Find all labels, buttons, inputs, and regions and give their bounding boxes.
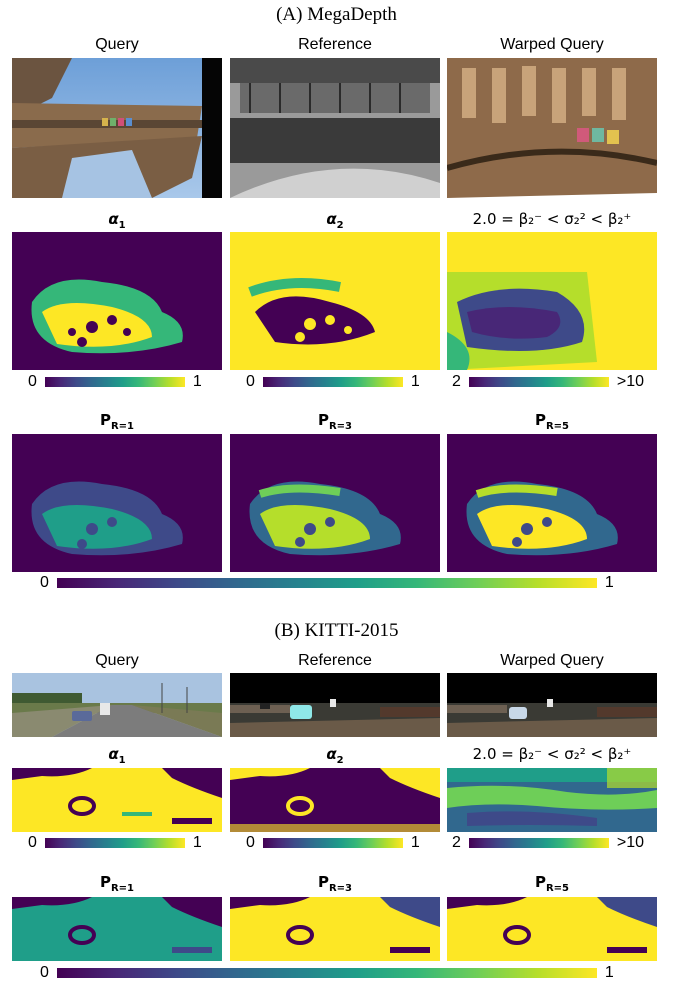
col-label-warped-query: Warped Query [500, 36, 604, 53]
colorbar-gradient [262, 377, 403, 387]
megadepth-p-r1-map [12, 434, 222, 572]
colorbar-max: 1 [410, 373, 420, 390]
label-sigma-range: 2.0 = β₂⁻ < σ₂² < β₂⁺ [472, 210, 632, 228]
colorbar-max: >10 [616, 834, 645, 851]
kitti-sigma-map [447, 768, 657, 832]
colorbar-sigma: 2 >10 [452, 373, 644, 391]
colorbar-min: 0 [28, 373, 37, 390]
colorbar-p-a: 0 1 [40, 574, 614, 592]
kitti-warped-query-photo [447, 673, 657, 737]
colorbar-alpha2: 0 1 [246, 373, 420, 391]
section-a-title: (A) MegaDepth [276, 4, 397, 25]
label-p-r5: PR=5 [534, 873, 570, 894]
colorbar-max: 1 [192, 373, 202, 390]
colorbar-alpha2: 0 1 [246, 834, 420, 852]
label-alpha-2: α2 [326, 210, 344, 231]
colorbar-gradient [56, 968, 597, 978]
label-alpha-2: α2 [326, 745, 344, 766]
colorbar-max: 1 [410, 834, 420, 851]
colorbar-min: 0 [246, 373, 255, 390]
colorbar-max: 1 [192, 834, 202, 851]
colorbar-gradient [468, 838, 609, 848]
kitti-query-photo [12, 673, 222, 737]
col-label-warped-query: Warped Query [500, 652, 604, 669]
megadepth-p-r3-map [230, 434, 440, 572]
col-label-query: Query [95, 652, 139, 669]
megadepth-reference-photo [230, 58, 440, 198]
kitti-alpha2-map [230, 768, 440, 832]
colorbar-p-b: 0 1 [40, 964, 614, 982]
colorbar-min: 2 [452, 834, 461, 851]
colorbar-gradient [468, 377, 609, 387]
label-p-r3: PR=3 [317, 411, 353, 432]
col-label-query: Query [95, 36, 139, 53]
colorbar-gradient [56, 578, 597, 588]
colorbar-gradient [262, 838, 403, 848]
colorbar-sigma: 2 >10 [452, 834, 644, 852]
label-p-r1: PR=1 [99, 873, 135, 894]
kitti-p-r3-map [230, 897, 440, 961]
label-alpha-1: α1 [108, 745, 126, 766]
megadepth-query-photo [12, 58, 222, 198]
megadepth-warped-query-photo [447, 58, 657, 198]
col-label-reference: Reference [298, 36, 372, 53]
colorbar-alpha1: 0 1 [28, 373, 202, 391]
colorbar-min: 0 [246, 834, 255, 851]
megadepth-sigma-map [447, 232, 657, 370]
colorbar-gradient [44, 838, 185, 848]
colorbar-alpha1: 0 1 [28, 834, 202, 852]
kitti-p-r1-map [12, 897, 222, 961]
colorbar-gradient [44, 377, 185, 387]
colorbar-max: 1 [604, 964, 614, 981]
colorbar-min: 0 [40, 964, 49, 981]
label-sigma-range: 2.0 = β₂⁻ < σ₂² < β₂⁺ [472, 745, 632, 763]
colorbar-min: 0 [28, 834, 37, 851]
label-p-r3: PR=3 [317, 873, 353, 894]
label-p-r1: PR=1 [99, 411, 135, 432]
megadepth-alpha1-map [12, 232, 222, 370]
colorbar-min: 0 [40, 574, 49, 591]
col-label-reference: Reference [298, 652, 372, 669]
kitti-alpha1-map [12, 768, 222, 832]
colorbar-max: >10 [616, 373, 645, 390]
colorbar-max: 1 [604, 574, 614, 591]
kitti-reference-photo [230, 673, 440, 737]
section-b-title: (B) KITTI-2015 [274, 620, 399, 641]
kitti-p-r5-map [447, 897, 657, 961]
colorbar-min: 2 [452, 373, 461, 390]
label-p-r5: PR=5 [534, 411, 570, 432]
label-alpha-1: α1 [108, 210, 126, 231]
megadepth-p-r5-map [447, 434, 657, 572]
megadepth-alpha2-map [230, 232, 440, 370]
